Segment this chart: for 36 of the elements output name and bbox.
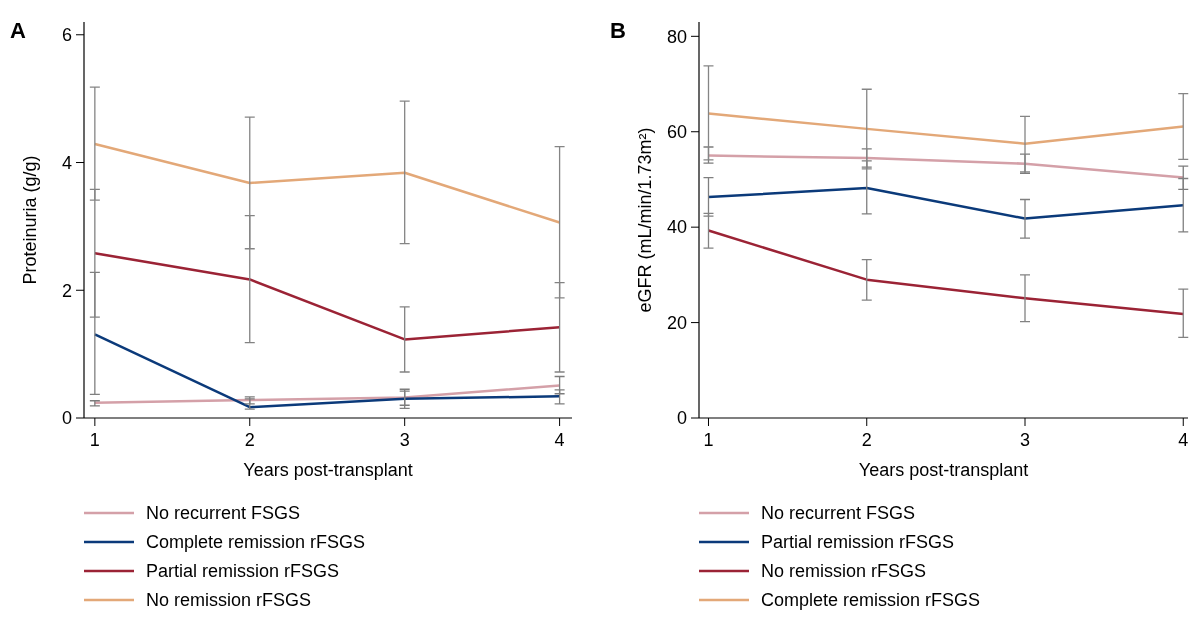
legend-label: No recurrent FSGS: [761, 503, 916, 524]
y-tick-label: 2: [61, 280, 72, 301]
legend-label: Complete remission rFSGS: [761, 590, 981, 611]
x-tick-label: 2: [244, 430, 255, 450]
legend-label: Partial remission rFSGS: [146, 561, 340, 582]
x-tick-label: 4: [554, 430, 565, 450]
x-tick-label: 2: [861, 430, 872, 450]
x-axis-title: Years post-transplant: [858, 460, 1029, 480]
y-axis-title: eGFR (mL/min/1.73m²): [635, 127, 655, 313]
x-tick-label: 1: [703, 430, 714, 450]
y-tick-label: 80: [666, 26, 687, 47]
x-axis-title: Years post-transplant: [243, 460, 413, 480]
line-series: [93, 251, 561, 341]
x-tick-label: 1: [89, 430, 100, 450]
y-tick-label: 4: [61, 152, 72, 173]
legend-label: No recurrent FSGS: [146, 503, 301, 524]
chart-title: A: [10, 18, 26, 43]
chart-title: B: [610, 18, 626, 43]
y-tick-label: 40: [666, 217, 687, 238]
y-tick-label: 20: [666, 312, 687, 333]
x-tick-label: 4: [1178, 430, 1189, 450]
y-tick-label: 0: [676, 408, 687, 429]
legend-label: Partial remission rFSGS: [761, 532, 955, 553]
legend-label: No remission rFSGS: [146, 590, 312, 611]
line-series: [707, 229, 1185, 316]
line-series: [707, 112, 1185, 145]
y-tick-label: 6: [61, 25, 72, 46]
legend-label: Complete remission rFSGS: [146, 532, 366, 553]
x-tick-label: 3: [399, 430, 410, 450]
x-tick-label: 3: [1019, 430, 1031, 450]
line-series: [93, 142, 561, 224]
y-tick-label: 60: [666, 122, 687, 143]
legend-label: No remission rFSGS: [761, 561, 927, 582]
line-series: [707, 186, 1185, 220]
y-tick-label: 0: [61, 408, 72, 429]
y-axis-title: Proteinuria (g/g): [20, 155, 40, 285]
